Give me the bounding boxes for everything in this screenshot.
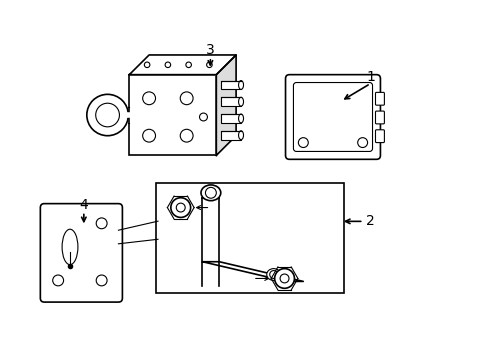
Circle shape [274, 269, 294, 288]
Circle shape [96, 218, 107, 229]
FancyBboxPatch shape [375, 130, 384, 143]
Ellipse shape [238, 81, 243, 89]
Circle shape [269, 271, 277, 278]
Circle shape [142, 92, 155, 105]
FancyBboxPatch shape [285, 75, 380, 159]
Ellipse shape [238, 114, 243, 123]
Bar [221, 131, 241, 140]
Bar [221, 114, 241, 123]
Circle shape [87, 94, 128, 136]
Circle shape [96, 275, 107, 286]
Circle shape [185, 62, 191, 68]
Ellipse shape [266, 269, 280, 280]
FancyBboxPatch shape [41, 204, 122, 302]
Ellipse shape [62, 229, 78, 265]
FancyBboxPatch shape [375, 111, 384, 124]
Bar [156, 183, 343, 293]
Circle shape [96, 103, 119, 127]
Circle shape [205, 188, 216, 198]
FancyBboxPatch shape [375, 93, 384, 105]
Ellipse shape [238, 97, 243, 106]
Circle shape [53, 275, 63, 286]
Circle shape [180, 92, 193, 105]
Text: 2: 2 [366, 214, 374, 228]
Circle shape [170, 198, 190, 217]
Circle shape [180, 129, 193, 142]
Circle shape [298, 138, 307, 148]
Text: 3: 3 [205, 43, 214, 57]
Circle shape [144, 62, 150, 68]
Ellipse shape [201, 185, 220, 201]
Circle shape [280, 274, 288, 283]
Text: 4: 4 [80, 198, 88, 212]
Bar [221, 97, 241, 106]
Polygon shape [216, 55, 236, 156]
Bar [129, 75, 216, 156]
Polygon shape [129, 55, 236, 75]
Bar [221, 81, 241, 89]
Circle shape [142, 129, 155, 142]
Circle shape [165, 62, 170, 68]
FancyBboxPatch shape [293, 82, 372, 152]
Circle shape [176, 203, 185, 212]
Circle shape [206, 62, 212, 68]
Circle shape [357, 138, 367, 148]
Circle shape [199, 113, 207, 121]
Text: 1: 1 [366, 69, 374, 84]
Ellipse shape [238, 131, 243, 140]
